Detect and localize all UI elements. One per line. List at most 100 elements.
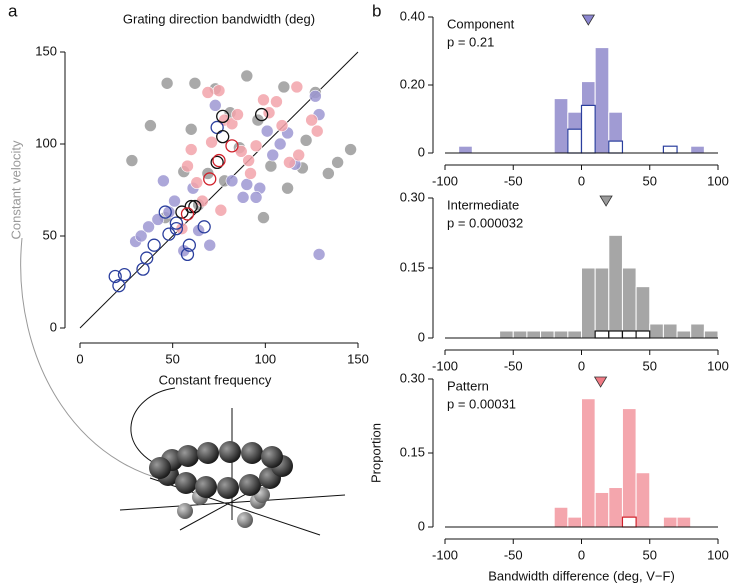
median-marker <box>593 376 608 388</box>
illustration <box>20 237 346 536</box>
open-bar <box>608 330 624 339</box>
y-tick-label: 0.30 <box>400 370 425 385</box>
open-bar <box>580 104 596 154</box>
y-tick-label: 0 <box>50 319 57 334</box>
bar <box>594 47 610 154</box>
y-tick-label: 50 <box>43 227 57 242</box>
y-tick-label: 0 <box>418 329 425 344</box>
bar <box>635 286 651 339</box>
bar <box>608 234 623 339</box>
open-point <box>117 267 132 282</box>
x-tick-label: 100 <box>707 547 729 562</box>
point <box>157 174 170 188</box>
point <box>205 135 218 149</box>
open-bar <box>662 145 678 154</box>
point <box>134 229 148 243</box>
open-point <box>212 153 226 168</box>
open-bar <box>567 128 583 154</box>
open-point <box>254 107 269 122</box>
median-marker <box>599 195 613 207</box>
x-tick-label: 0 <box>578 547 585 562</box>
point <box>168 194 181 208</box>
bar <box>581 267 596 339</box>
point <box>299 134 313 147</box>
x-tick-label: 50 <box>643 173 657 188</box>
sphere <box>177 503 193 519</box>
open-point <box>225 139 239 153</box>
point <box>184 122 198 136</box>
point <box>257 93 270 107</box>
bar <box>594 267 610 339</box>
bar <box>567 516 582 528</box>
bar <box>690 323 705 339</box>
open-point <box>216 129 230 144</box>
point <box>292 148 305 162</box>
bar <box>553 506 569 528</box>
open-point <box>210 120 224 135</box>
p-value: p = 0.21 <box>447 34 494 49</box>
sphere <box>177 445 199 467</box>
point <box>201 86 215 99</box>
bar <box>690 145 705 154</box>
point <box>244 167 257 180</box>
x-tick-label: -50 <box>504 547 523 562</box>
open-point <box>180 247 195 262</box>
y-tick-label: 0.15 <box>400 444 425 459</box>
bar <box>676 516 692 528</box>
sphere <box>261 446 283 468</box>
x-tick-label: 100 <box>254 351 276 366</box>
point <box>260 124 274 138</box>
point <box>277 80 291 94</box>
y-tick-label: 0 <box>418 144 425 159</box>
hist-title: Intermediate <box>447 197 519 212</box>
bar <box>526 330 542 339</box>
bar <box>621 408 637 528</box>
x-tick-label: 50 <box>165 351 179 366</box>
point <box>162 205 176 219</box>
bar <box>458 145 473 154</box>
sphere <box>217 477 239 499</box>
bar <box>553 98 569 154</box>
x-tick-label: 50 <box>643 358 657 373</box>
point <box>242 154 255 167</box>
point <box>257 211 270 224</box>
axis-stick <box>119 494 346 511</box>
x-tick-label: 0 <box>578 173 585 188</box>
point <box>283 156 296 169</box>
sphere <box>195 476 217 498</box>
y-tick-label: 0 <box>418 518 425 533</box>
p-value: p = 0.00031 <box>447 396 516 411</box>
chart-title: Grating direction bandwidth (deg) <box>123 11 315 26</box>
point <box>190 176 204 189</box>
point <box>322 167 335 180</box>
sphere <box>239 474 261 496</box>
point <box>290 80 304 94</box>
point <box>249 139 263 153</box>
point <box>266 148 280 162</box>
hist-title: Pattern <box>447 378 489 393</box>
point <box>181 159 194 173</box>
open-point <box>175 205 189 219</box>
x-tick-label: 150 <box>347 351 369 366</box>
panel-label: b <box>372 1 381 20</box>
y-tick-label: 0.30 <box>400 189 425 204</box>
x-tick-label: -50 <box>504 173 523 188</box>
point <box>236 191 250 204</box>
point <box>312 248 326 261</box>
open-point <box>169 221 184 236</box>
y-tick-label: 0.40 <box>400 8 425 23</box>
open-point <box>197 220 211 234</box>
point <box>240 178 254 191</box>
sphere <box>149 457 171 479</box>
point <box>270 95 283 108</box>
point <box>144 119 157 132</box>
point <box>262 106 276 120</box>
p-value: p = 0.000032 <box>447 215 523 230</box>
x-tick-label: 50 <box>643 547 657 562</box>
point <box>184 143 198 156</box>
bar <box>649 323 664 339</box>
bar <box>581 398 596 528</box>
open-point <box>180 207 195 221</box>
median-marker <box>581 14 596 26</box>
